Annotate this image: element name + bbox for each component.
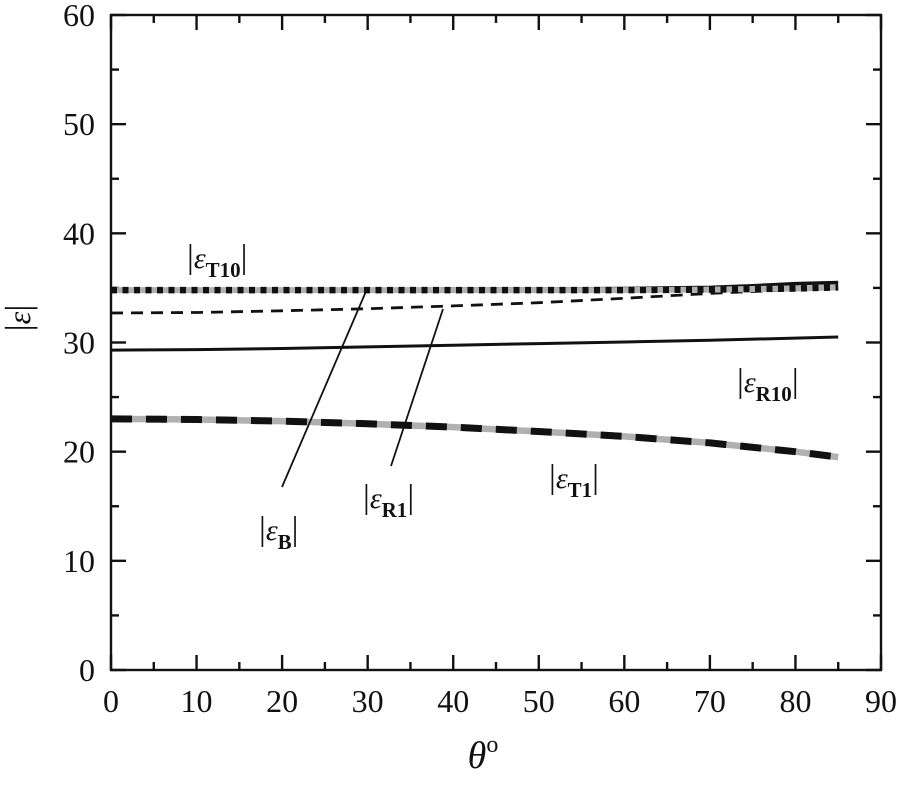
y-axis-title: |ε| [0,304,38,331]
curve-label-eps_R10: |εR10| [737,363,799,406]
curve-eps_T1-underlay [110,415,839,461]
y-tick-label-20: 20 [63,434,95,470]
x-tick-label-90: 90 [865,683,897,719]
x-tick-label-80: 80 [779,683,811,719]
curve-label-eps_B: |εB| [259,511,298,554]
curve-eps_T1 [110,415,839,461]
curve-eps_R10 [110,335,839,352]
x-tick-label-70: 70 [694,683,726,719]
x-tick-label-50: 50 [523,683,555,719]
curve-eps_T10 [111,284,839,294]
x-tick-label-60: 60 [608,683,640,719]
y-tick-label-60: 60 [63,0,95,33]
x-tick-label-30: 30 [352,683,384,719]
y-tick-label-50: 50 [63,106,95,142]
curve-label-eps_R1: |εR1| [363,479,414,522]
x-tick-label-0: 0 [103,683,119,719]
x-tick-label-20: 20 [266,683,298,719]
y-tick-label-30: 30 [63,325,95,361]
x-tick-label-10: 10 [181,683,213,719]
curve-label-eps_T1: |εT1| [549,459,599,502]
leader-line-eps_B [281,288,368,488]
plot-box [109,13,883,672]
y-tick-label-0: 0 [79,652,95,688]
y-tick-label-40: 40 [63,215,95,251]
x-tick-label-40: 40 [437,683,469,719]
y-tick-label-10: 10 [63,543,95,579]
leader-line-eps_R1 [390,308,444,467]
curve-label-eps_T10: |εT10| [187,239,247,282]
x-axis-title: θo [468,732,499,777]
